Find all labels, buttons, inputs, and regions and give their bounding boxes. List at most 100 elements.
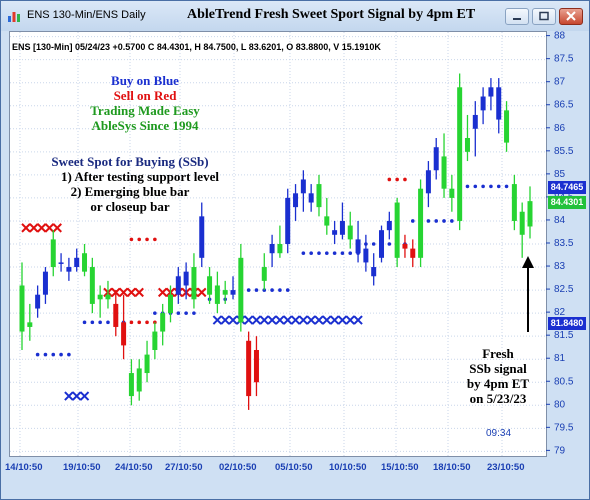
candle-body	[402, 244, 408, 249]
candle-body	[410, 248, 416, 258]
trend-x-marker	[329, 315, 340, 325]
candle-body	[152, 331, 158, 350]
trend-x-marker	[306, 315, 316, 325]
candle-body	[425, 170, 431, 194]
minimize-button[interactable]	[505, 8, 529, 25]
trend-x-marker	[197, 287, 207, 298]
support-dot	[504, 184, 509, 189]
trend-x-marker	[134, 287, 144, 298]
support-dot	[496, 184, 501, 189]
support-dot	[176, 311, 181, 315]
title-bar[interactable]: ENS 130-Min/ENS Daily AbleTrend Fresh Sw…	[1, 1, 589, 31]
price-tick-label: 79.5	[554, 422, 574, 433]
candle-body	[355, 239, 361, 254]
candle-body	[418, 188, 424, 258]
candle-body	[183, 271, 189, 286]
support-dot	[43, 352, 48, 357]
resistance-dot	[129, 237, 134, 242]
trend-x-marker	[21, 223, 31, 233]
legend-tagline-2: AbleSys Since 1994	[91, 118, 199, 133]
resistance-dot	[395, 177, 399, 182]
support-dot	[129, 320, 134, 325]
candle-body	[347, 225, 353, 240]
price-tick-label: 86	[554, 123, 566, 134]
restore-icon	[539, 11, 549, 21]
trend-x-marker	[267, 315, 277, 325]
callout-line-1: Fresh	[482, 346, 514, 361]
trend-x-marker	[353, 315, 363, 325]
price-tick-label: 86.5	[554, 100, 574, 111]
candle-body	[128, 373, 134, 397]
trend-x-marker	[212, 315, 223, 325]
price-tick-label: 88	[554, 31, 566, 42]
candle-body	[371, 267, 377, 277]
plot-area[interactable]	[9, 31, 547, 457]
trend-x-marker	[314, 315, 324, 325]
candle-body	[261, 267, 267, 281]
candle-body	[253, 350, 259, 383]
price-badge-last: 84.4301	[548, 196, 586, 209]
close-button[interactable]	[559, 8, 583, 25]
candle-body	[480, 96, 486, 111]
support-dot	[145, 320, 149, 325]
support-dot	[450, 219, 454, 223]
price-badge-ssb-level: 84.7465	[548, 181, 586, 194]
trend-x-marker	[36, 223, 47, 233]
support-dot	[35, 352, 40, 357]
candle-body	[167, 294, 173, 314]
candle-body	[82, 253, 88, 272]
support-dot	[426, 219, 431, 223]
support-dot	[332, 251, 337, 256]
candle-body	[35, 294, 41, 309]
candle-body	[308, 193, 314, 203]
price-chart[interactable]	[10, 32, 546, 456]
trend-x-marker	[275, 315, 285, 325]
candle-body	[27, 322, 33, 327]
candle-body	[97, 294, 103, 300]
candle-body	[324, 216, 330, 226]
legend-block: Buy on Blue Sell on Red Trading Made Eas…	[70, 73, 220, 133]
support-dot	[481, 184, 485, 189]
price-tick-label: 80.5	[554, 376, 574, 387]
candle-body	[42, 271, 48, 295]
candle-body	[386, 220, 392, 231]
candle-body	[230, 290, 236, 295]
trend-x-marker	[220, 315, 230, 325]
candle-body	[464, 138, 470, 152]
price-tick-label: 81.5	[554, 330, 574, 341]
time-tick-label: 19/10:50	[63, 462, 101, 473]
trend-x-marker	[337, 315, 348, 325]
chart-title: AbleTrend Fresh Sweet Sport Signal by 4p…	[187, 7, 476, 22]
price-tick-label: 85.5	[554, 146, 574, 157]
sweet-spot-title: Sweet Spot for Buying (SSb)	[51, 154, 209, 169]
ohlc-info-line: ENS [130-Min] 05/24/23 +0.5700 C 84.4301…	[12, 42, 381, 52]
support-dot	[254, 288, 259, 292]
trend-x-marker	[322, 315, 332, 325]
restore-button[interactable]	[532, 8, 556, 25]
support-dot	[340, 251, 345, 256]
support-dot	[82, 320, 87, 325]
trend-x-marker	[157, 287, 168, 298]
support-dot	[278, 288, 282, 292]
support-dot	[90, 320, 95, 325]
trend-x-marker	[290, 315, 301, 325]
trend-x-marker	[52, 223, 62, 233]
trend-x-marker	[283, 315, 293, 325]
support-dot	[184, 311, 188, 315]
candle-body	[363, 248, 369, 263]
time-readout: 09:34	[486, 428, 512, 439]
resistance-dot	[153, 237, 157, 242]
time-tick-label: 18/10:50	[433, 462, 471, 473]
time-axis: 14/10:50 19/10:50 24/10:50 27/10:50 02/10:50…	[5, 462, 525, 473]
callout-line-2: SSb signal	[469, 361, 527, 376]
time-tick-label: 15/10:50	[381, 462, 419, 473]
support-dot	[489, 184, 493, 189]
candle-body	[269, 244, 275, 254]
candle-body	[136, 368, 142, 392]
trend-x-marker	[243, 315, 254, 325]
price-badge-stop: 81.8480	[548, 317, 586, 330]
candle-body	[160, 313, 166, 332]
trend-x-marker	[29, 223, 39, 233]
support-dot	[371, 242, 376, 246]
